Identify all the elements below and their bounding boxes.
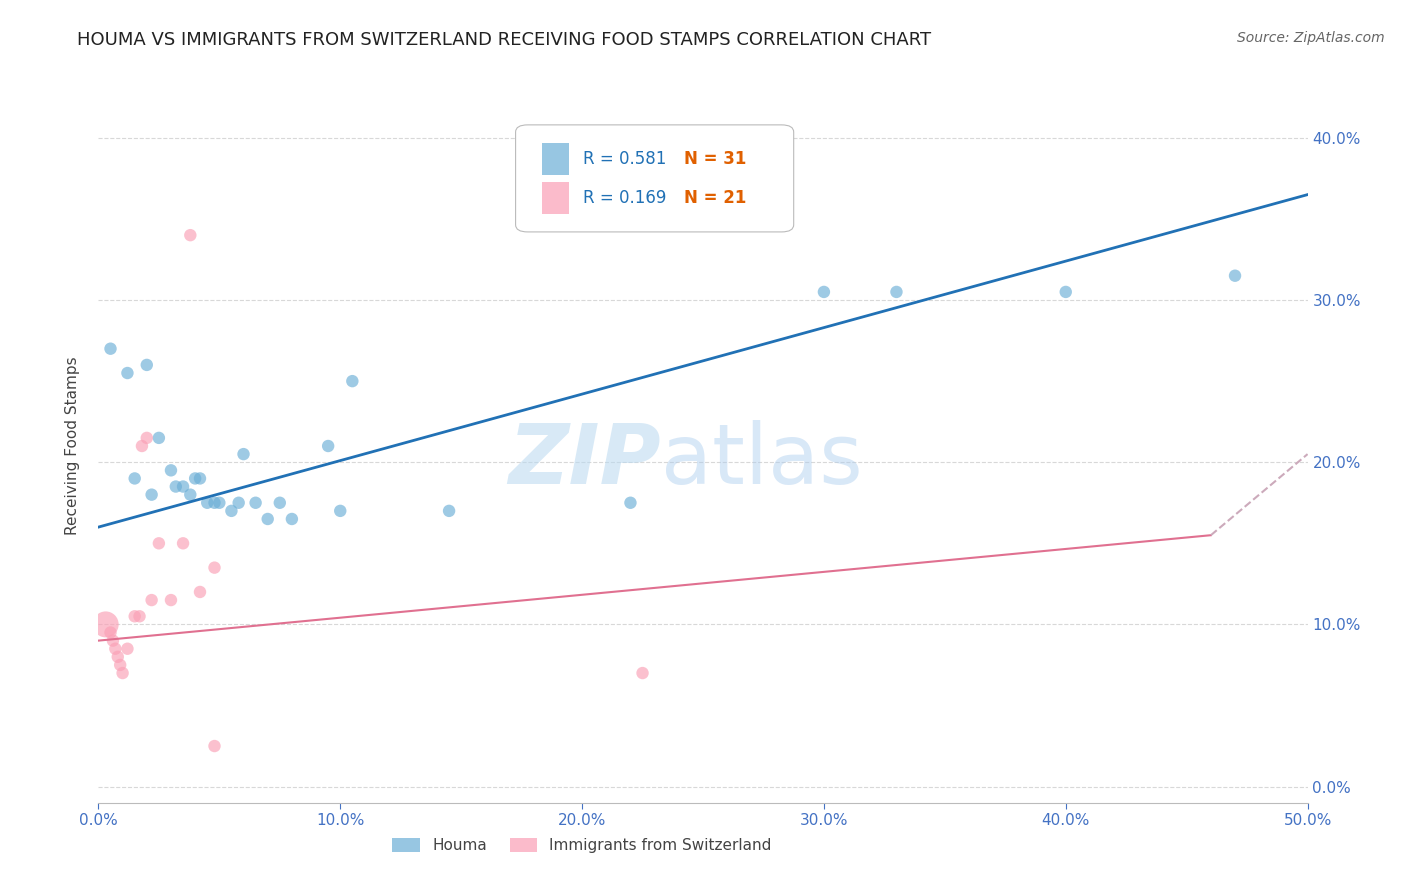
- Text: N = 21: N = 21: [683, 189, 747, 207]
- Point: [631, 666, 654, 681]
- Point: [117, 641, 139, 656]
- Point: [813, 285, 835, 299]
- Point: [188, 471, 211, 485]
- Text: Source: ZipAtlas.com: Source: ZipAtlas.com: [1237, 31, 1385, 45]
- Point: [232, 447, 254, 461]
- Point: [135, 358, 157, 372]
- Point: [124, 471, 146, 485]
- Point: [172, 479, 194, 493]
- Y-axis label: Receiving Food Stamps: Receiving Food Stamps: [65, 357, 80, 535]
- Point: [117, 366, 139, 380]
- Point: [316, 439, 339, 453]
- Point: [342, 374, 364, 388]
- Point: [141, 488, 163, 502]
- Point: [228, 496, 250, 510]
- Point: [135, 431, 157, 445]
- Point: [94, 617, 117, 632]
- Point: [148, 536, 170, 550]
- Text: N = 31: N = 31: [683, 150, 747, 168]
- Point: [160, 593, 183, 607]
- Point: [188, 585, 211, 599]
- Point: [619, 496, 641, 510]
- Point: [1054, 285, 1077, 299]
- Point: [108, 657, 131, 672]
- Point: [124, 609, 146, 624]
- Point: [204, 560, 226, 574]
- Point: [221, 504, 243, 518]
- Legend: Houma, Immigrants from Switzerland: Houma, Immigrants from Switzerland: [387, 832, 778, 859]
- Point: [208, 496, 231, 510]
- Point: [256, 512, 278, 526]
- Point: [111, 666, 134, 681]
- Point: [204, 739, 226, 753]
- Point: [148, 431, 170, 445]
- Text: R = 0.581: R = 0.581: [583, 150, 666, 168]
- Text: atlas: atlas: [661, 420, 862, 500]
- Point: [165, 479, 187, 493]
- Point: [329, 504, 352, 518]
- Bar: [543, 182, 569, 214]
- Point: [100, 625, 122, 640]
- Point: [131, 439, 153, 453]
- FancyBboxPatch shape: [516, 125, 793, 232]
- Point: [179, 488, 201, 502]
- Point: [269, 496, 291, 510]
- Point: [886, 285, 908, 299]
- Point: [281, 512, 304, 526]
- Text: HOUMA VS IMMIGRANTS FROM SWITZERLAND RECEIVING FOOD STAMPS CORRELATION CHART: HOUMA VS IMMIGRANTS FROM SWITZERLAND REC…: [77, 31, 931, 49]
- Point: [204, 496, 226, 510]
- Point: [1223, 268, 1246, 283]
- Point: [128, 609, 150, 624]
- Text: R = 0.169: R = 0.169: [583, 189, 666, 207]
- Point: [107, 649, 129, 664]
- Point: [100, 342, 122, 356]
- Point: [172, 536, 194, 550]
- Point: [184, 471, 207, 485]
- Point: [245, 496, 267, 510]
- Point: [437, 504, 460, 518]
- Point: [101, 633, 124, 648]
- Point: [160, 463, 183, 477]
- Point: [104, 641, 127, 656]
- Bar: [543, 143, 569, 175]
- Text: ZIP: ZIP: [508, 420, 661, 500]
- Point: [141, 593, 163, 607]
- Point: [179, 228, 201, 243]
- Point: [195, 496, 218, 510]
